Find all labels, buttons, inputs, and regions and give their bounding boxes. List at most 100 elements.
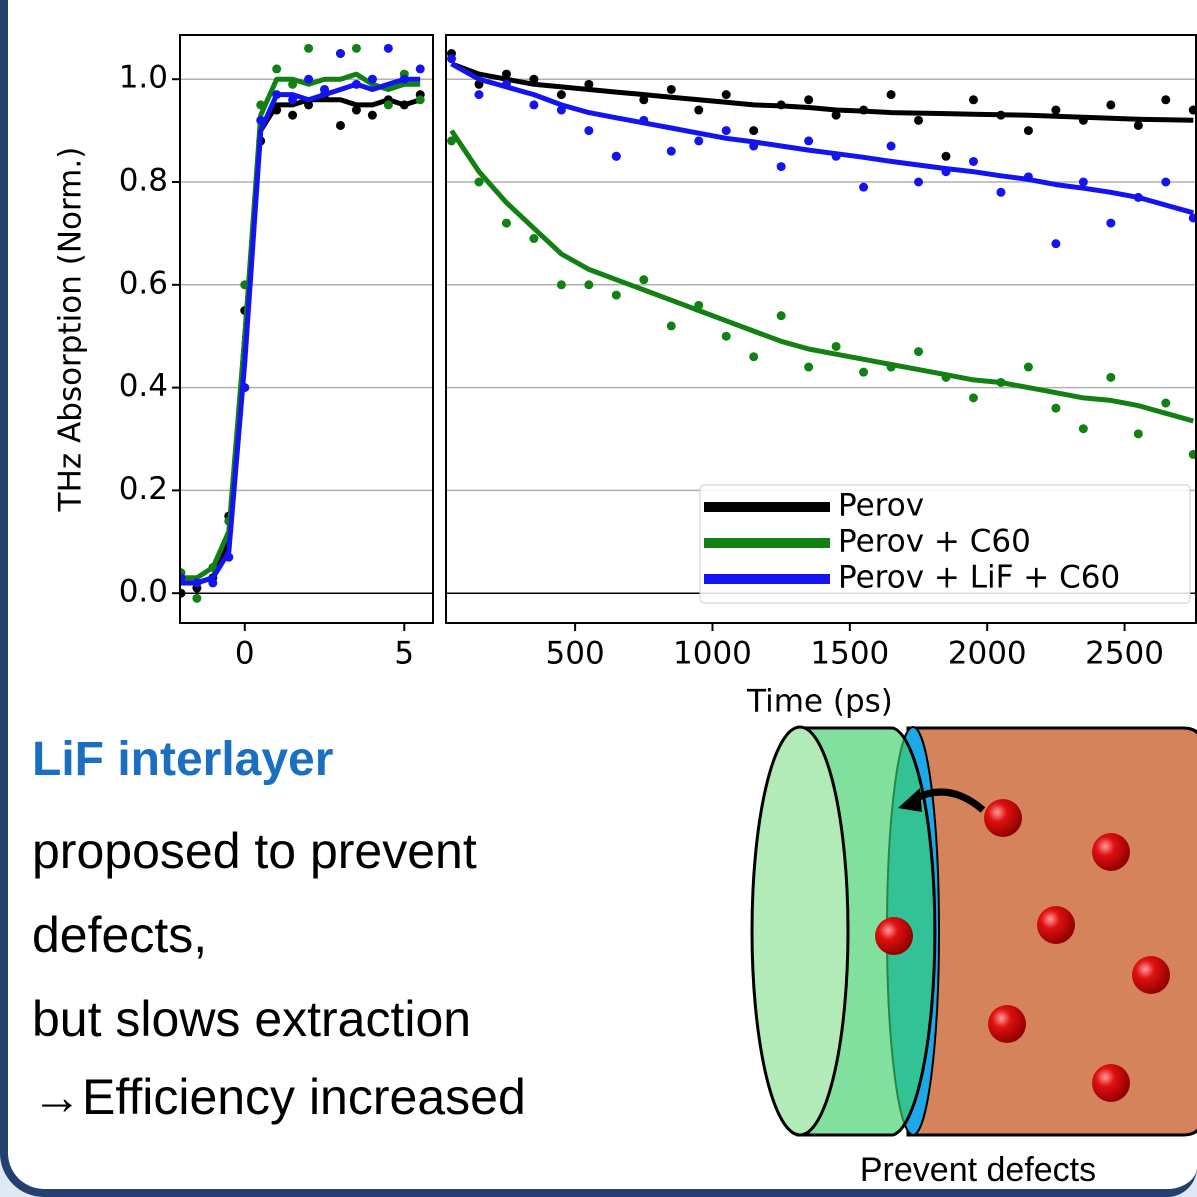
data-point bbox=[749, 352, 759, 362]
data-point bbox=[556, 280, 566, 290]
data-point bbox=[529, 100, 539, 110]
data-point bbox=[859, 367, 869, 377]
data-point bbox=[886, 90, 896, 100]
data-point bbox=[335, 120, 345, 130]
data-point bbox=[415, 95, 425, 105]
data-point bbox=[639, 275, 649, 285]
data-point bbox=[584, 126, 594, 136]
axes-frame bbox=[445, 34, 1197, 624]
data-point bbox=[721, 90, 731, 100]
data-point bbox=[1133, 120, 1143, 130]
data-point bbox=[1188, 105, 1196, 115]
data-point bbox=[776, 162, 786, 172]
defect bbox=[1132, 956, 1170, 994]
data-point bbox=[859, 182, 869, 192]
data-point bbox=[639, 95, 649, 105]
defect bbox=[1092, 833, 1130, 871]
data-point bbox=[776, 311, 786, 321]
data-point bbox=[288, 110, 298, 120]
data-point bbox=[1188, 449, 1196, 459]
data-point bbox=[1023, 362, 1033, 372]
data-point bbox=[415, 64, 425, 74]
data-point bbox=[886, 141, 896, 151]
y-axis-label: THz Absorption (Norm.) bbox=[53, 147, 89, 513]
data-point bbox=[1051, 105, 1061, 115]
data-point bbox=[721, 331, 731, 341]
data-point bbox=[968, 393, 978, 403]
chart: Prevent defects 0.0 0.2 0.4 0.6 0.8 1.0 0 5 THz … bbox=[53, 34, 1197, 1189]
fit-line bbox=[181, 76, 421, 586]
legend-label: Perov + C60 bbox=[838, 524, 1031, 560]
x-tick-label: 0 bbox=[235, 636, 255, 672]
x-tick-label: 2000 bbox=[948, 636, 1027, 672]
data-point bbox=[968, 95, 978, 105]
data-point bbox=[804, 136, 814, 146]
data-point bbox=[335, 49, 345, 59]
defect bbox=[1037, 906, 1075, 944]
data-point bbox=[914, 347, 924, 357]
defect bbox=[1092, 1064, 1130, 1102]
fit-line bbox=[181, 97, 421, 586]
data-point bbox=[941, 151, 951, 161]
data-point bbox=[584, 280, 594, 290]
data-point bbox=[666, 321, 676, 331]
y-tick-label: 0.6 bbox=[119, 265, 168, 301]
data-point bbox=[694, 105, 704, 115]
legend-box bbox=[699, 484, 1191, 604]
y-tick-label: 0.0 bbox=[119, 574, 168, 610]
data-point bbox=[1161, 398, 1171, 408]
data-point bbox=[272, 64, 282, 74]
data-point bbox=[304, 43, 314, 53]
data-point bbox=[351, 43, 361, 53]
data-point bbox=[556, 90, 566, 100]
data-point bbox=[383, 43, 393, 53]
data-point bbox=[996, 187, 1006, 197]
data-point bbox=[1188, 213, 1196, 223]
y-tick-label: 0.8 bbox=[119, 163, 168, 199]
data-point bbox=[1078, 177, 1088, 187]
defect-diagram: Prevent defects bbox=[750, 725, 1197, 1189]
data-point bbox=[446, 54, 456, 64]
data-point bbox=[446, 136, 456, 146]
data-point bbox=[666, 84, 676, 94]
data-point bbox=[1051, 403, 1061, 413]
y-tick-label: 1.0 bbox=[119, 60, 168, 96]
c60-face bbox=[750, 725, 850, 1137]
data-point bbox=[304, 74, 314, 84]
body-text: proposed to prevent bbox=[32, 823, 477, 879]
data-point bbox=[474, 177, 484, 187]
data-point bbox=[192, 593, 202, 603]
data-point bbox=[1106, 218, 1116, 228]
data-point bbox=[1078, 424, 1088, 434]
heading: LiF interlayer bbox=[32, 733, 334, 786]
fit-line bbox=[450, 61, 1194, 216]
data-point bbox=[584, 79, 594, 89]
data-point bbox=[749, 126, 759, 136]
data-point bbox=[1106, 100, 1116, 110]
data-point bbox=[1161, 95, 1171, 105]
y-tick-label: 0.4 bbox=[119, 368, 168, 404]
diagram-caption: Prevent defects bbox=[860, 1151, 1096, 1189]
body-text: →Efficiency increased bbox=[32, 1069, 526, 1125]
data-point bbox=[474, 90, 484, 100]
x-tick-label: 2500 bbox=[1085, 636, 1164, 672]
data-point bbox=[1133, 429, 1143, 439]
data-point bbox=[351, 105, 361, 115]
y-tick-label: 0.2 bbox=[119, 471, 168, 507]
data-point bbox=[611, 151, 621, 161]
data-point bbox=[804, 95, 814, 105]
data-point bbox=[968, 156, 978, 166]
x-tick-label: 5 bbox=[394, 636, 414, 672]
data-point bbox=[914, 177, 924, 187]
data-point bbox=[721, 126, 731, 136]
data-point bbox=[611, 290, 621, 300]
data-point bbox=[1161, 177, 1171, 187]
data-point bbox=[831, 341, 841, 351]
fit-line bbox=[450, 61, 1194, 123]
data-point bbox=[180, 573, 186, 583]
data-point bbox=[1106, 372, 1116, 382]
fit-line bbox=[449, 129, 1194, 424]
data-point bbox=[914, 115, 924, 125]
data-point bbox=[529, 234, 539, 244]
